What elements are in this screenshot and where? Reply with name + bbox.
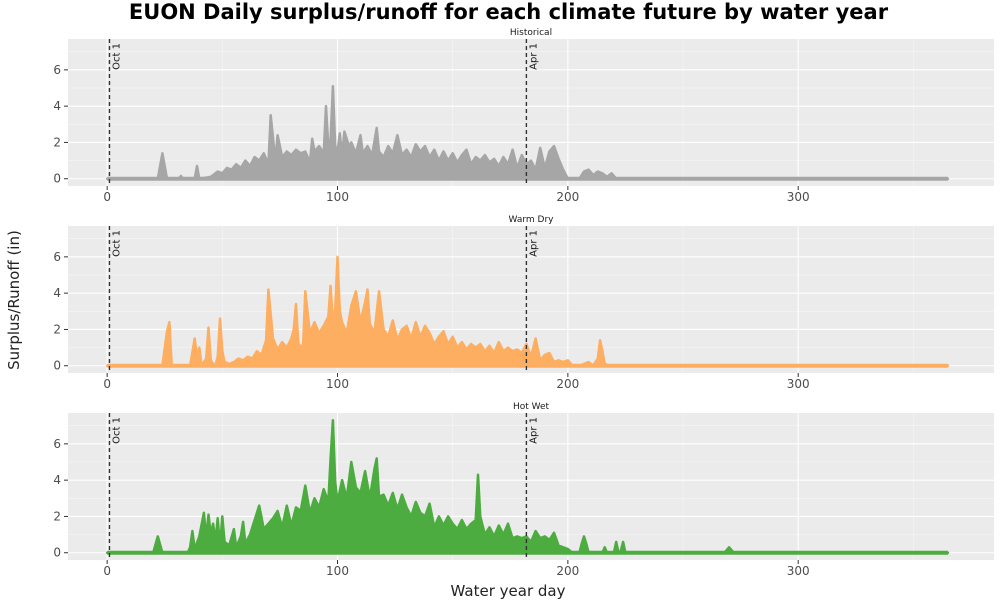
reference-line-label: Apr 1	[528, 43, 539, 70]
x-tick-label: 200	[556, 564, 579, 578]
y-tick-label: 0	[53, 172, 61, 186]
y-tick-label: 6	[53, 437, 61, 451]
y-tick-label: 2	[53, 135, 61, 149]
x-tick-label: 300	[787, 190, 810, 204]
x-tick-label: 300	[787, 377, 810, 391]
panel-strip-label: Historical	[510, 28, 552, 38]
y-tick-label: 6	[53, 250, 61, 264]
x-tick-label: 100	[326, 377, 349, 391]
reference-line-label: Apr 1	[528, 417, 539, 444]
x-tick-label: 200	[556, 190, 579, 204]
reference-line-label: Oct 1	[111, 417, 122, 444]
panel-hot-wet: Hot Wet Oct 1 Apr 1 0 2 4 6 0 100 200 300	[53, 402, 994, 578]
series-area	[105, 84, 950, 180]
panel-strip-label: Hot Wet	[513, 402, 550, 412]
x-tick-label: 0	[103, 190, 111, 204]
panel-strip-label: Warm Dry	[509, 215, 555, 225]
y-tick-label: 0	[53, 359, 61, 373]
reference-line-label: Oct 1	[111, 230, 122, 257]
chart-title: EUON Daily surplus/runoff for each clima…	[128, 0, 889, 24]
x-tick-label: 200	[556, 377, 579, 391]
reference-line-label: Apr 1	[528, 230, 539, 257]
panel-warm-dry: Warm Dry Oct 1 Apr 1 0 2 4 6 0 100 200 300	[53, 215, 994, 391]
y-tick-label: 2	[53, 509, 61, 523]
reference-line-label: Oct 1	[111, 43, 122, 70]
y-tick-label: 4	[53, 286, 61, 300]
y-tick-label: 0	[53, 546, 61, 560]
panel-historical: Historical Oct 1 Apr 1 0 2 4 6 0 100 200 300	[53, 28, 994, 204]
x-tick-label: 0	[103, 377, 111, 391]
y-tick-label: 4	[53, 99, 61, 113]
y-tick-label: 4	[53, 473, 61, 487]
x-tick-label: 100	[326, 190, 349, 204]
y-tick-label: 6	[53, 63, 61, 77]
y-tick-label: 2	[53, 322, 61, 336]
series-area	[105, 255, 950, 367]
x-tick-label: 0	[103, 564, 111, 578]
x-axis-label: Water year day	[450, 582, 566, 600]
x-tick-label: 300	[787, 564, 810, 578]
x-tick-label: 100	[326, 564, 349, 578]
